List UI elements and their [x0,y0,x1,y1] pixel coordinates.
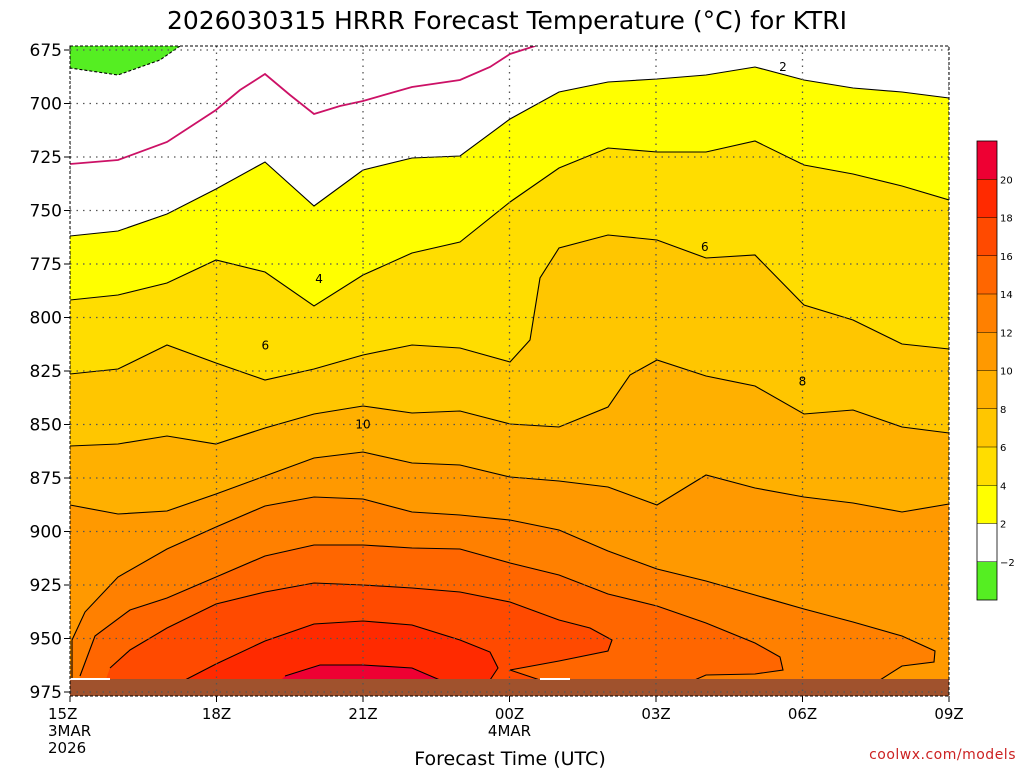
colorbar-segment [977,561,997,600]
contour-labels: 2 4 6 6 8 10 [262,60,807,432]
colorbar-segment [977,141,997,180]
colorbar-tick-label: 6 [1000,443,1006,454]
colorbar-tick-label: 12 [1000,328,1013,339]
colorbar-tick-label: 4 [1000,481,1006,492]
freezing-line [70,46,536,165]
colorbar-segment [977,447,997,486]
colorbar-segment [977,485,997,524]
y-tick-label: 875 [30,469,62,489]
chart-title: 2026030315 HRRR Forecast Temperature (°C… [167,6,847,35]
colorbar: −2 2 4 6 8 10 12 14 16 18 20 [976,140,1015,601]
colorbar-segment [977,370,997,409]
colorbar-tick-label: 8 [1000,405,1006,416]
y-tick-label: 850 [30,416,62,436]
x-axis-title: Forecast Time (UTC) [414,748,605,768]
ground-edge-mark [540,678,570,680]
colorbar-segment [977,523,997,562]
x-tick-label: 09Z [934,705,963,723]
y-tick-label: 825 [30,362,62,382]
temperature-bands [70,46,949,696]
colorbar-tick-label: 14 [1000,290,1013,301]
y-tick-label: 900 [30,523,62,543]
x-tick-label: 03Z [641,705,670,723]
y-tick-label: 675 [30,41,62,61]
x-tick-sublabel: 3MAR [48,722,91,740]
band-below-minus-2 [70,46,180,75]
contour-label: 6 [262,338,270,352]
ground [70,679,949,696]
x-tick-label: 00Z [495,705,524,723]
contour-label: 8 [799,375,807,389]
y-tick-label: 750 [30,202,62,222]
y-tick-label: 950 [30,630,62,650]
contour-label: 4 [315,272,323,286]
y-tick-label: 800 [30,309,62,329]
colorbar-segment [977,179,997,218]
y-tick-label: 775 [30,255,62,275]
plot-area [70,46,949,696]
colorbar-segment [977,294,997,333]
x-tick-label: 21Z [348,705,377,723]
x-tick-label: 15Z [48,705,77,723]
ground-edge-mark [70,678,110,680]
colorbar-tick-label: −2 [1000,558,1015,569]
colorbar-tick-label: 10 [1000,367,1013,378]
credit-text: coolwx.com/models [869,747,1016,763]
gridlines [70,46,949,696]
y-tick-label: 725 [30,148,62,168]
colorbar-tick-label: 2 [1000,520,1006,531]
colorbar-segment [977,217,997,256]
x-tick-label: 18Z [202,705,231,723]
y-tick-label: 975 [30,683,62,703]
colorbar-tick-label: 20 [1000,175,1013,186]
colorbar-tick-label: 16 [1000,252,1013,263]
x-tick-label: 06Z [788,705,817,723]
colorbar-segment [977,332,997,371]
contour-label: 10 [355,418,370,432]
y-tick-label: 700 [30,95,62,115]
x-tick-sublabel: 2026 [48,739,86,757]
colorbar-segment [977,255,997,294]
y-axis: 675 700 725 750 775 800 825 850 875 900 925 950 975 [30,41,70,703]
colorbar-tick-label: 18 [1000,214,1013,225]
colorbar-segment [977,408,997,447]
y-tick-label: 925 [30,576,62,596]
contour-label: 2 [779,60,787,74]
x-tick-sublabel: 4MAR [488,722,531,740]
contour-label: 6 [701,240,709,254]
